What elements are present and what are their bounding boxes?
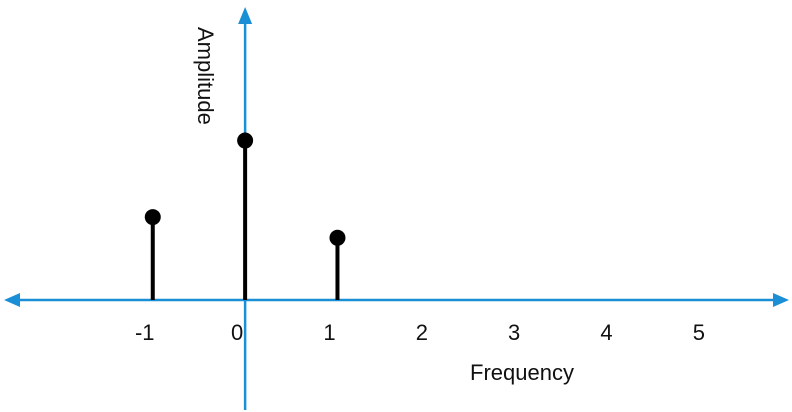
x-axis-right-arrow-icon [773,293,789,307]
x-axis-title: Frequency [470,360,574,385]
stems [144,132,346,300]
x-tick-label: 3 [508,320,520,345]
x-tick-label: 4 [600,320,612,345]
y-axis-top-arrow-icon [238,7,253,24]
stem-marker-0 [144,209,161,226]
x-tick-label: -1 [135,320,155,345]
x-tick-label: 5 [693,320,705,345]
x-axis-left-arrow-icon [4,293,20,307]
x-tick-label: 2 [416,320,428,345]
x-tick-label: 0 [231,320,243,345]
x-tick-label: 1 [323,320,335,345]
stem-marker-1 [237,132,254,149]
stem-marker-2 [329,229,346,246]
axes [4,7,789,410]
x-tick-labels: -1 0 1 2 3 4 5 [135,320,705,345]
y-axis-title: Amplitude [193,27,218,125]
